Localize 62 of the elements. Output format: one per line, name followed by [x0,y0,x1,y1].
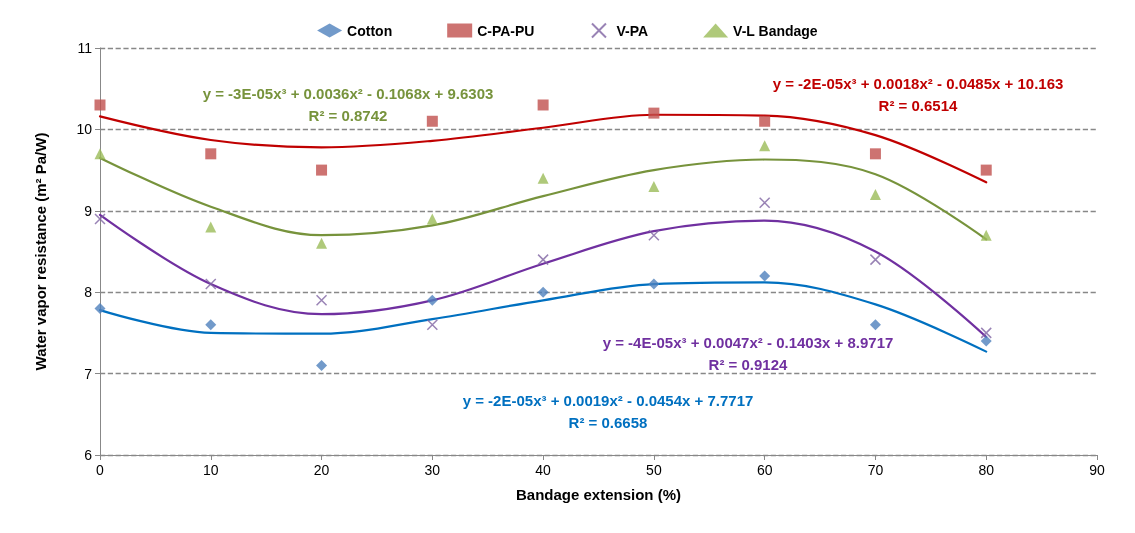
y-tick-label: 6 [84,447,93,463]
point [426,319,439,331]
y-tick-label: 8 [84,284,93,301]
y-axis-title: Water vapor resistance (m² Pa/W) [32,132,49,371]
point [94,148,106,160]
point [537,253,549,266]
point [648,107,660,119]
point [980,229,992,241]
annotation: y = -4E-05x³ + 0.0047x² - 0.1403x + 8.9717 R² = 0.9124 [602,333,894,373]
point [980,327,992,339]
legend-label: V-L Bandage [733,22,818,39]
x-tick-label: 60 [756,462,773,478]
x-tick-label: 90 [1089,462,1105,478]
x-tick-label: 30 [424,462,441,478]
x-tick-label: 70 [867,462,884,478]
point [315,294,328,307]
point [869,189,881,201]
point [94,213,106,225]
point [94,302,106,314]
x-tick-label: 40 [535,462,552,478]
point [426,115,438,127]
x-tick-label: 50 [646,462,662,478]
point [426,294,438,306]
x-tick-label: 80 [978,462,995,478]
point [759,140,771,152]
point [869,148,881,160]
legend-label: C-PA-PU [477,22,535,39]
point [537,172,549,184]
point [316,164,328,176]
y-tick-label: 9 [84,202,93,219]
point [205,148,217,160]
point [648,278,660,290]
point [980,164,992,176]
y-tick-label: 10 [76,121,93,138]
annotation: y = -2E-05x³ + 0.0019x² - 0.0454x + 7.7717 R² = 0.6658 [462,391,754,431]
point [758,196,771,209]
point [94,99,106,111]
point [648,180,660,192]
x-axis-title: Bandage extension (%) [515,486,682,503]
y-tick-label: 11 [77,40,93,56]
annotation: y = -3E-05x³ + 0.0036x² - 0.1068x + 9.6303 R² = 0.8742 [202,84,494,124]
point [759,115,771,127]
point [537,99,549,111]
x-tick-label: 0 [96,462,105,478]
point [205,278,217,290]
point [426,213,438,225]
point [316,359,328,371]
point [537,286,549,298]
point [205,319,217,331]
legend-label: V-PA [616,22,649,39]
point [869,253,882,266]
y-tick-label: 7 [84,365,93,382]
point [759,270,771,282]
point [648,229,660,241]
annotation: y = -2E-05x³ + 0.0018x² - 0.0485x + 10.163 R² = 0.6514 [772,74,1064,114]
point [316,237,328,249]
x-tick-label: 20 [313,462,330,478]
point [980,335,992,347]
point [205,221,217,233]
legend-label: Cotton [347,22,393,39]
point [869,319,881,331]
x-tick-label: 10 [202,462,219,478]
